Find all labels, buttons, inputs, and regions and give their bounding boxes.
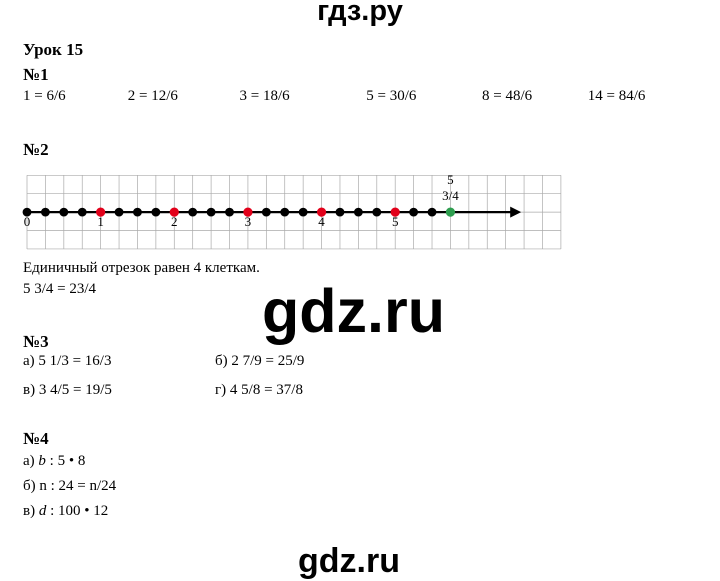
svg-text:4: 4: [318, 214, 325, 229]
svg-text:1: 1: [97, 214, 104, 229]
svg-text:2: 2: [171, 214, 178, 229]
svg-text:5: 5: [447, 172, 454, 187]
svg-text:3/4: 3/4: [442, 188, 459, 203]
svg-text:5: 5: [392, 214, 399, 229]
svg-text:0: 0: [24, 214, 31, 229]
svg-text:3: 3: [245, 214, 252, 229]
